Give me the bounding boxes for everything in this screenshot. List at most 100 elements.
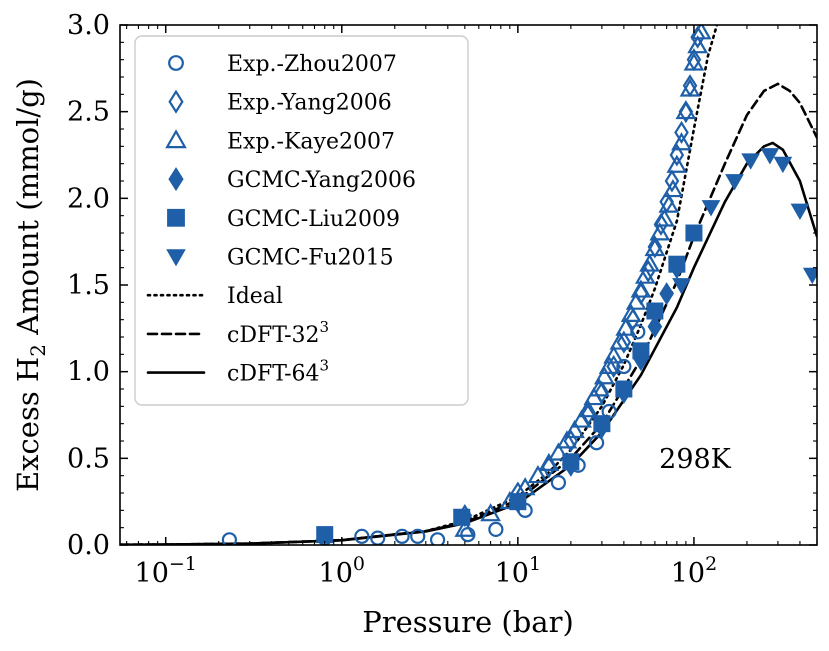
- data-point: [583, 386, 605, 406]
- legend-label: Exp.-Yang2006: [227, 91, 392, 116]
- legend-label: Ideal: [227, 284, 283, 309]
- y-axis-label: Excess H2 Amount (mmol/g): [11, 78, 50, 492]
- legend-label: GCMC-Liu2009: [227, 207, 400, 232]
- data-point: [802, 267, 817, 285]
- legend-marker: [168, 167, 184, 192]
- data-point: [790, 203, 810, 220]
- y-tick-label: 1.0: [67, 357, 110, 388]
- data-point: [571, 409, 592, 428]
- data-point: [683, 52, 705, 71]
- data-point: [598, 355, 620, 374]
- data-point: [488, 521, 504, 538]
- legend-label: Exp.-Kaye2007: [227, 129, 395, 154]
- data-point: [588, 435, 605, 451]
- data-point: [668, 255, 686, 273]
- y-axis-label-post: Amount (mmol/g): [11, 78, 45, 344]
- data-point: [480, 503, 501, 522]
- data-point: [556, 430, 578, 449]
- legend: Exp.-Zhou2007 Exp.-Yang2006 Exp.-Kaye2007 G…: [134, 35, 469, 406]
- data-point: [593, 415, 611, 433]
- legend-item: Exp.-Zhou2007: [168, 52, 397, 77]
- legend-marker: [167, 208, 185, 227]
- data-point: [609, 331, 631, 350]
- data-point: [662, 178, 684, 198]
- x-axis: 10−1 100 101 102: [126, 25, 818, 589]
- data-point: [701, 200, 721, 217]
- data-point: [564, 419, 585, 439]
- legend-item: cDFT-323: [146, 318, 329, 348]
- data-point: [639, 253, 660, 272]
- data-point: [654, 208, 675, 227]
- legend-label: Exp.-Zhou2007: [227, 52, 397, 77]
- legend-item: Exp.-Kaye2007: [165, 129, 395, 154]
- data-point: [603, 345, 625, 364]
- data-point: [653, 212, 669, 236]
- legend-label: cDFT-643: [227, 357, 329, 387]
- data-point: [316, 526, 334, 544]
- y-tick-label: 3.0: [67, 10, 110, 41]
- data-point: [616, 358, 632, 375]
- data-point: [429, 532, 446, 545]
- series-gcmc-fu2015: [672, 148, 817, 295]
- legend-label: GCMC-Yang2006: [227, 168, 416, 193]
- legend-item: GCMC-Fu2015: [166, 246, 394, 271]
- data-point: [647, 315, 663, 339]
- data-point: [659, 282, 674, 306]
- data-point: [394, 528, 410, 544]
- legend-item: cDFT-643: [146, 357, 329, 387]
- data-point: [690, 25, 712, 40]
- data-point: [454, 518, 476, 537]
- legend-marker: [166, 249, 186, 267]
- y-tick-label: 2.0: [67, 183, 110, 214]
- legend-label: GCMC-Fu2015: [227, 246, 394, 271]
- data-point: [548, 442, 569, 461]
- y-axis: 0.0 0.5 1.0 1.5 2.0 2.5 3.0: [67, 10, 817, 561]
- series-gcmc-liu2009: [316, 224, 703, 544]
- y-axis-label-pre: Excess H: [11, 357, 45, 492]
- legend-marker: [165, 129, 187, 149]
- data-point: [527, 464, 549, 484]
- data-point: [625, 291, 647, 310]
- data-point: [221, 532, 238, 545]
- y-tick-label: 0.5: [67, 443, 110, 474]
- data-point: [634, 265, 656, 284]
- data-point: [646, 302, 664, 320]
- data-point: [593, 366, 615, 385]
- data-point: [453, 508, 471, 526]
- data-point: [664, 169, 680, 193]
- data-point: [630, 324, 646, 340]
- data-point: [354, 528, 370, 544]
- data-point: [632, 342, 650, 360]
- data-point: [630, 279, 652, 298]
- data-point: [672, 278, 691, 295]
- legend-box: [134, 35, 469, 406]
- y-tick-label: 1.5: [67, 270, 110, 301]
- data-point: [666, 154, 688, 173]
- data-point: [649, 222, 671, 241]
- y-axis-label-sub: 2: [26, 344, 50, 357]
- x-axis-label: Pressure (bar): [362, 605, 574, 639]
- data-point: [538, 452, 560, 472]
- legend-item: Exp.-Yang2006: [168, 89, 392, 116]
- legend-item: Ideal: [146, 284, 283, 309]
- data-point: [669, 143, 685, 167]
- data-point: [616, 330, 632, 354]
- data-point: [647, 235, 663, 259]
- data-point: [675, 100, 697, 120]
- data-point: [562, 453, 580, 471]
- legend-marker: [168, 55, 184, 71]
- data-point: [615, 317, 637, 336]
- plot-area: [120, 25, 817, 545]
- data-point: [760, 148, 780, 165]
- legend-item: GCMC-Liu2009: [167, 207, 400, 232]
- legend-label: cDFT-323: [227, 318, 329, 348]
- data-point: [679, 78, 701, 97]
- data-point: [620, 303, 642, 322]
- data-point: [674, 120, 689, 145]
- legend-marker: [168, 89, 184, 114]
- data-point: [741, 153, 761, 170]
- data-point: [725, 174, 744, 191]
- data-point: [671, 132, 692, 151]
- data-point: [577, 399, 599, 418]
